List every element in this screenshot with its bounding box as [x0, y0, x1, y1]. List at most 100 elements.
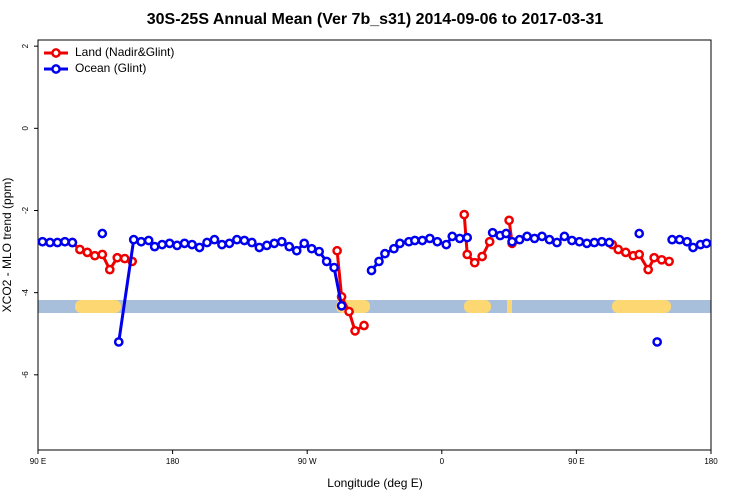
data-point	[613, 244, 624, 255]
data-point	[52, 237, 63, 248]
data-point	[559, 231, 570, 242]
x-tick-label: 90 W	[298, 457, 317, 466]
data-point	[366, 265, 377, 276]
x-tick-label: 0	[440, 457, 445, 466]
data-point	[688, 242, 698, 253]
data-point	[567, 235, 577, 246]
data-point	[359, 320, 369, 331]
data-point	[164, 238, 175, 249]
data-point	[187, 239, 197, 250]
land-band	[612, 300, 671, 313]
data-point	[432, 236, 443, 247]
ocean-band	[38, 300, 711, 313]
y-tick-label: -4	[21, 289, 30, 297]
data-point	[113, 337, 124, 347]
data-point	[374, 256, 384, 267]
y-axis-label: XCO2 - MLO trend (ppm)	[0, 178, 14, 313]
data-point	[269, 238, 280, 249]
y-tick-label: 2	[21, 43, 30, 48]
x-tick-label: 180	[704, 457, 718, 466]
data-point	[136, 236, 147, 247]
data-point	[652, 337, 663, 347]
data-point	[157, 239, 167, 250]
data-point	[104, 264, 115, 275]
data-point	[380, 248, 390, 259]
data-point	[417, 235, 428, 246]
data-point	[447, 231, 458, 242]
data-point	[537, 231, 547, 242]
data-point	[441, 239, 452, 250]
data-point	[299, 238, 310, 249]
data-point	[477, 251, 488, 262]
data-point	[620, 247, 631, 258]
data-point	[194, 242, 205, 253]
data-point	[649, 252, 660, 263]
data-point	[604, 237, 615, 248]
data-point	[682, 236, 692, 247]
legend-label: Ocean (Glint)	[75, 61, 146, 75]
data-point	[314, 246, 325, 257]
data-point	[454, 233, 465, 244]
y-tick-label: 0	[21, 126, 30, 131]
data-point	[514, 234, 525, 245]
data-point	[97, 228, 108, 239]
data-point	[522, 231, 532, 242]
data-point	[329, 262, 339, 273]
data-point	[119, 253, 130, 264]
data-point	[291, 245, 302, 256]
legend-marker	[51, 48, 61, 58]
chart-title: 30S-25S Annual Mean (Ver 7b_s31) 2014-09…	[147, 11, 604, 28]
data-point	[224, 238, 235, 249]
data-point	[284, 241, 295, 252]
land-band	[507, 300, 512, 313]
y-tick-label: -6	[21, 371, 30, 379]
data-point	[469, 257, 480, 268]
data-point	[462, 232, 473, 243]
data-point	[574, 236, 585, 247]
data-point	[89, 250, 100, 261]
data-point	[529, 233, 540, 244]
data-point	[487, 227, 498, 238]
data-point	[589, 237, 600, 248]
data-point	[552, 237, 562, 248]
data-point	[67, 237, 78, 248]
y-tick-label: -2	[21, 206, 30, 214]
data-point	[128, 234, 139, 245]
x-axis-label: Longitude (deg E)	[327, 476, 422, 490]
data-point	[261, 240, 272, 251]
data-point	[344, 306, 354, 317]
data-point	[462, 249, 473, 260]
data-point	[350, 326, 360, 336]
data-point	[634, 228, 645, 239]
land-band	[75, 300, 121, 313]
data-point	[217, 239, 227, 250]
data-point	[37, 236, 48, 247]
legend-marker	[51, 64, 61, 74]
x-tick-label: 90 E	[568, 457, 584, 466]
data-point	[209, 234, 220, 245]
data-point	[60, 236, 70, 247]
data-point	[507, 236, 517, 247]
data-point	[254, 242, 265, 253]
data-point	[232, 234, 242, 245]
land-band	[464, 300, 491, 313]
data-point	[484, 236, 495, 247]
series-line	[117, 237, 344, 343]
data-point	[336, 300, 347, 311]
data-point	[501, 228, 511, 239]
data-point	[389, 243, 399, 254]
data-point	[179, 238, 190, 249]
data-point	[582, 238, 592, 249]
data-point	[172, 240, 182, 251]
data-point	[276, 236, 287, 247]
x-tick-label: 180	[166, 457, 180, 466]
data-point	[45, 237, 55, 248]
series-line	[335, 250, 365, 334]
data-point	[332, 245, 342, 256]
data-point	[504, 215, 514, 226]
data-point	[306, 243, 317, 254]
data-point	[674, 234, 685, 245]
data-point	[82, 247, 93, 258]
data-point	[634, 249, 645, 260]
data-point	[97, 249, 108, 260]
